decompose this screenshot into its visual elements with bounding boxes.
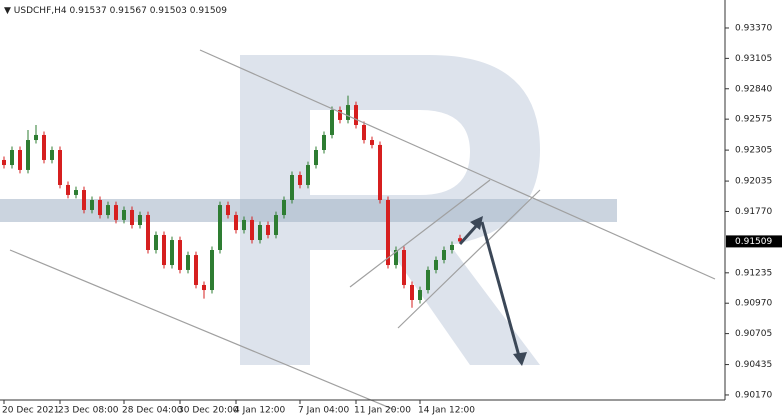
y-tick-label: 0.90170 — [735, 390, 772, 400]
y-tick-label: 0.92035 — [735, 177, 772, 187]
y-tick-label: 0.92840 — [735, 84, 772, 94]
candle-body — [186, 255, 190, 270]
x-tick-label: 14 Jan 12:00 — [418, 406, 475, 416]
y-tick-label: 0.90435 — [735, 360, 772, 370]
x-tick-label: 20 Dec 2021 — [2, 406, 60, 416]
candle-body — [330, 109, 334, 135]
candle-body — [130, 209, 134, 225]
symbol: USDCHF,H4 — [14, 6, 67, 16]
candle-body — [58, 150, 62, 185]
arrow-head — [470, 216, 483, 230]
y-tick-label: 0.91770 — [735, 207, 772, 217]
candle-body — [322, 134, 326, 150]
y-tick-label: 0.91235 — [735, 268, 772, 278]
x-tick-label: 4 Jan 12:00 — [234, 406, 286, 416]
x-tick-label: 7 Jan 04:00 — [298, 406, 350, 416]
candle-body — [458, 238, 462, 242]
candle-body — [402, 250, 406, 285]
channel-line — [397, 189, 541, 329]
candle-body — [18, 150, 22, 170]
arrow-head — [513, 352, 527, 366]
candle-body — [226, 205, 230, 216]
candle-body — [178, 240, 182, 270]
candle-body — [234, 215, 238, 231]
candle-body — [434, 259, 438, 270]
candle-body — [98, 200, 102, 216]
candle-body — [202, 284, 206, 291]
candle-body — [42, 134, 46, 160]
candle-body — [50, 150, 54, 160]
candle-body — [338, 109, 342, 120]
candle-body — [138, 215, 142, 225]
candle-body — [210, 250, 214, 291]
candle-body — [442, 250, 446, 260]
candle-body — [450, 244, 454, 250]
y-tick-label: 0.93370 — [735, 23, 772, 33]
candle-body — [34, 134, 38, 141]
candle-body — [66, 184, 70, 195]
candle-body — [418, 290, 422, 300]
candles — [2, 95, 462, 308]
candle-body — [346, 105, 350, 120]
arrow — [458, 222, 480, 246]
candle-body — [250, 219, 254, 241]
candle-body — [218, 205, 222, 250]
candle-body — [74, 190, 78, 195]
y-tick-label: 0.92305 — [735, 146, 772, 156]
trend-line — [199, 49, 716, 280]
candle-body — [106, 205, 110, 216]
candle-body — [426, 269, 430, 291]
candle-body — [394, 250, 398, 266]
candle-body — [274, 215, 278, 235]
candle-body — [170, 240, 174, 266]
candle-body — [386, 200, 390, 266]
candle-body — [146, 215, 150, 250]
x-tick-label: 28 Dec 04:00 — [122, 406, 183, 416]
y-tick-label: 0.92575 — [735, 115, 772, 125]
candle-body — [362, 125, 366, 141]
candle-body — [162, 234, 166, 266]
header-open: 0.91537 — [70, 6, 107, 16]
support-band — [0, 199, 617, 222]
header-low: 0.91503 — [150, 6, 187, 16]
candle-body — [154, 234, 158, 250]
candle-body — [122, 209, 126, 220]
current-price-label: 0.91509 — [735, 237, 772, 247]
candle-body — [26, 140, 30, 170]
current-price-tag — [726, 235, 782, 248]
candle-body — [114, 205, 118, 220]
candle-body — [10, 150, 14, 166]
candle-body — [298, 175, 302, 185]
candle-body — [354, 105, 358, 125]
y-tick-label: 0.90970 — [735, 299, 772, 309]
arrow — [480, 221, 521, 357]
candle-body — [82, 190, 86, 210]
candle-body — [266, 225, 270, 235]
header-close: 0.91509 — [190, 6, 227, 16]
candle-body — [370, 140, 374, 145]
candle-body — [90, 200, 94, 210]
channel-line — [349, 179, 491, 288]
x-tick-label: 30 Dec 20:00 — [178, 406, 239, 416]
candle-body — [258, 225, 262, 241]
x-tick-label: 11 Jan 20:00 — [354, 406, 411, 416]
candle-body — [290, 175, 294, 200]
candle-body — [314, 150, 318, 166]
candle-body — [242, 219, 246, 231]
header-high: 0.91567 — [110, 6, 147, 16]
trend-line — [9, 249, 396, 411]
candle-body — [282, 200, 286, 216]
candle-body — [194, 255, 198, 285]
candle-body — [410, 284, 414, 300]
candle-body — [2, 159, 6, 166]
y-tick-label: 0.90705 — [735, 329, 772, 339]
chart-header: ▼ USDCHF,H4 0.91537 0.91567 0.91503 0.91… — [4, 6, 227, 16]
menu-triangle: ▼ — [4, 6, 14, 16]
candle-body — [306, 165, 310, 185]
candle-body — [378, 144, 382, 200]
x-tick-label: 23 Dec 08:00 — [58, 406, 119, 416]
y-tick-label: 0.93105 — [735, 54, 772, 64]
